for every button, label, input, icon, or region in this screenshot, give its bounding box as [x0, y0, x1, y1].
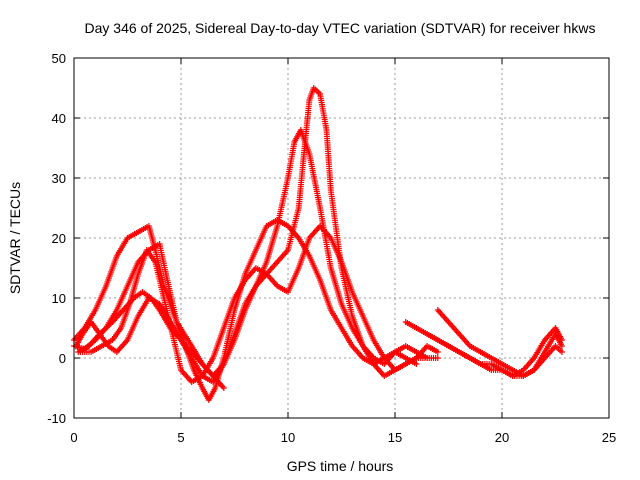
series-track-h: [434, 307, 565, 379]
x-tick-label: 20: [495, 430, 509, 445]
data-point: [424, 355, 431, 361]
series-track-e: [73, 295, 227, 391]
data-point: [434, 349, 441, 355]
data-point: [558, 349, 565, 355]
x-axis-label: GPS time / hours: [287, 458, 394, 474]
data-point: [558, 337, 565, 343]
series-track-g: [424, 325, 565, 379]
series-track-d: [77, 223, 441, 385]
axis-ticks: 0 5 10 15 20 25 -10 0 10 20 30 40 50: [47, 51, 616, 445]
chart-title: Day 346 of 2025, Sidereal Day-to-day VTE…: [85, 20, 596, 36]
y-tick-label: 30: [52, 171, 66, 186]
x-tick-label: 10: [281, 430, 295, 445]
data-point: [413, 361, 420, 367]
x-tick-label: 15: [388, 430, 402, 445]
data-point: [558, 343, 565, 349]
y-tick-label: 40: [52, 111, 66, 126]
x-tick-label: 5: [177, 430, 184, 445]
y-tick-label: 20: [52, 231, 66, 246]
y-tick-label: 10: [52, 291, 66, 306]
y-axis-label: SDTVAR / TECUs: [7, 182, 23, 294]
x-tick-label: 25: [602, 430, 616, 445]
grid-lines: [74, 58, 609, 418]
data-point: [220, 385, 227, 391]
y-tick-label: 50: [52, 51, 66, 66]
data-point: [434, 355, 441, 361]
y-tick-label: 0: [59, 351, 66, 366]
data-points: [71, 85, 565, 403]
x-tick-label: 0: [70, 430, 77, 445]
y-tick-label: -10: [47, 411, 66, 426]
